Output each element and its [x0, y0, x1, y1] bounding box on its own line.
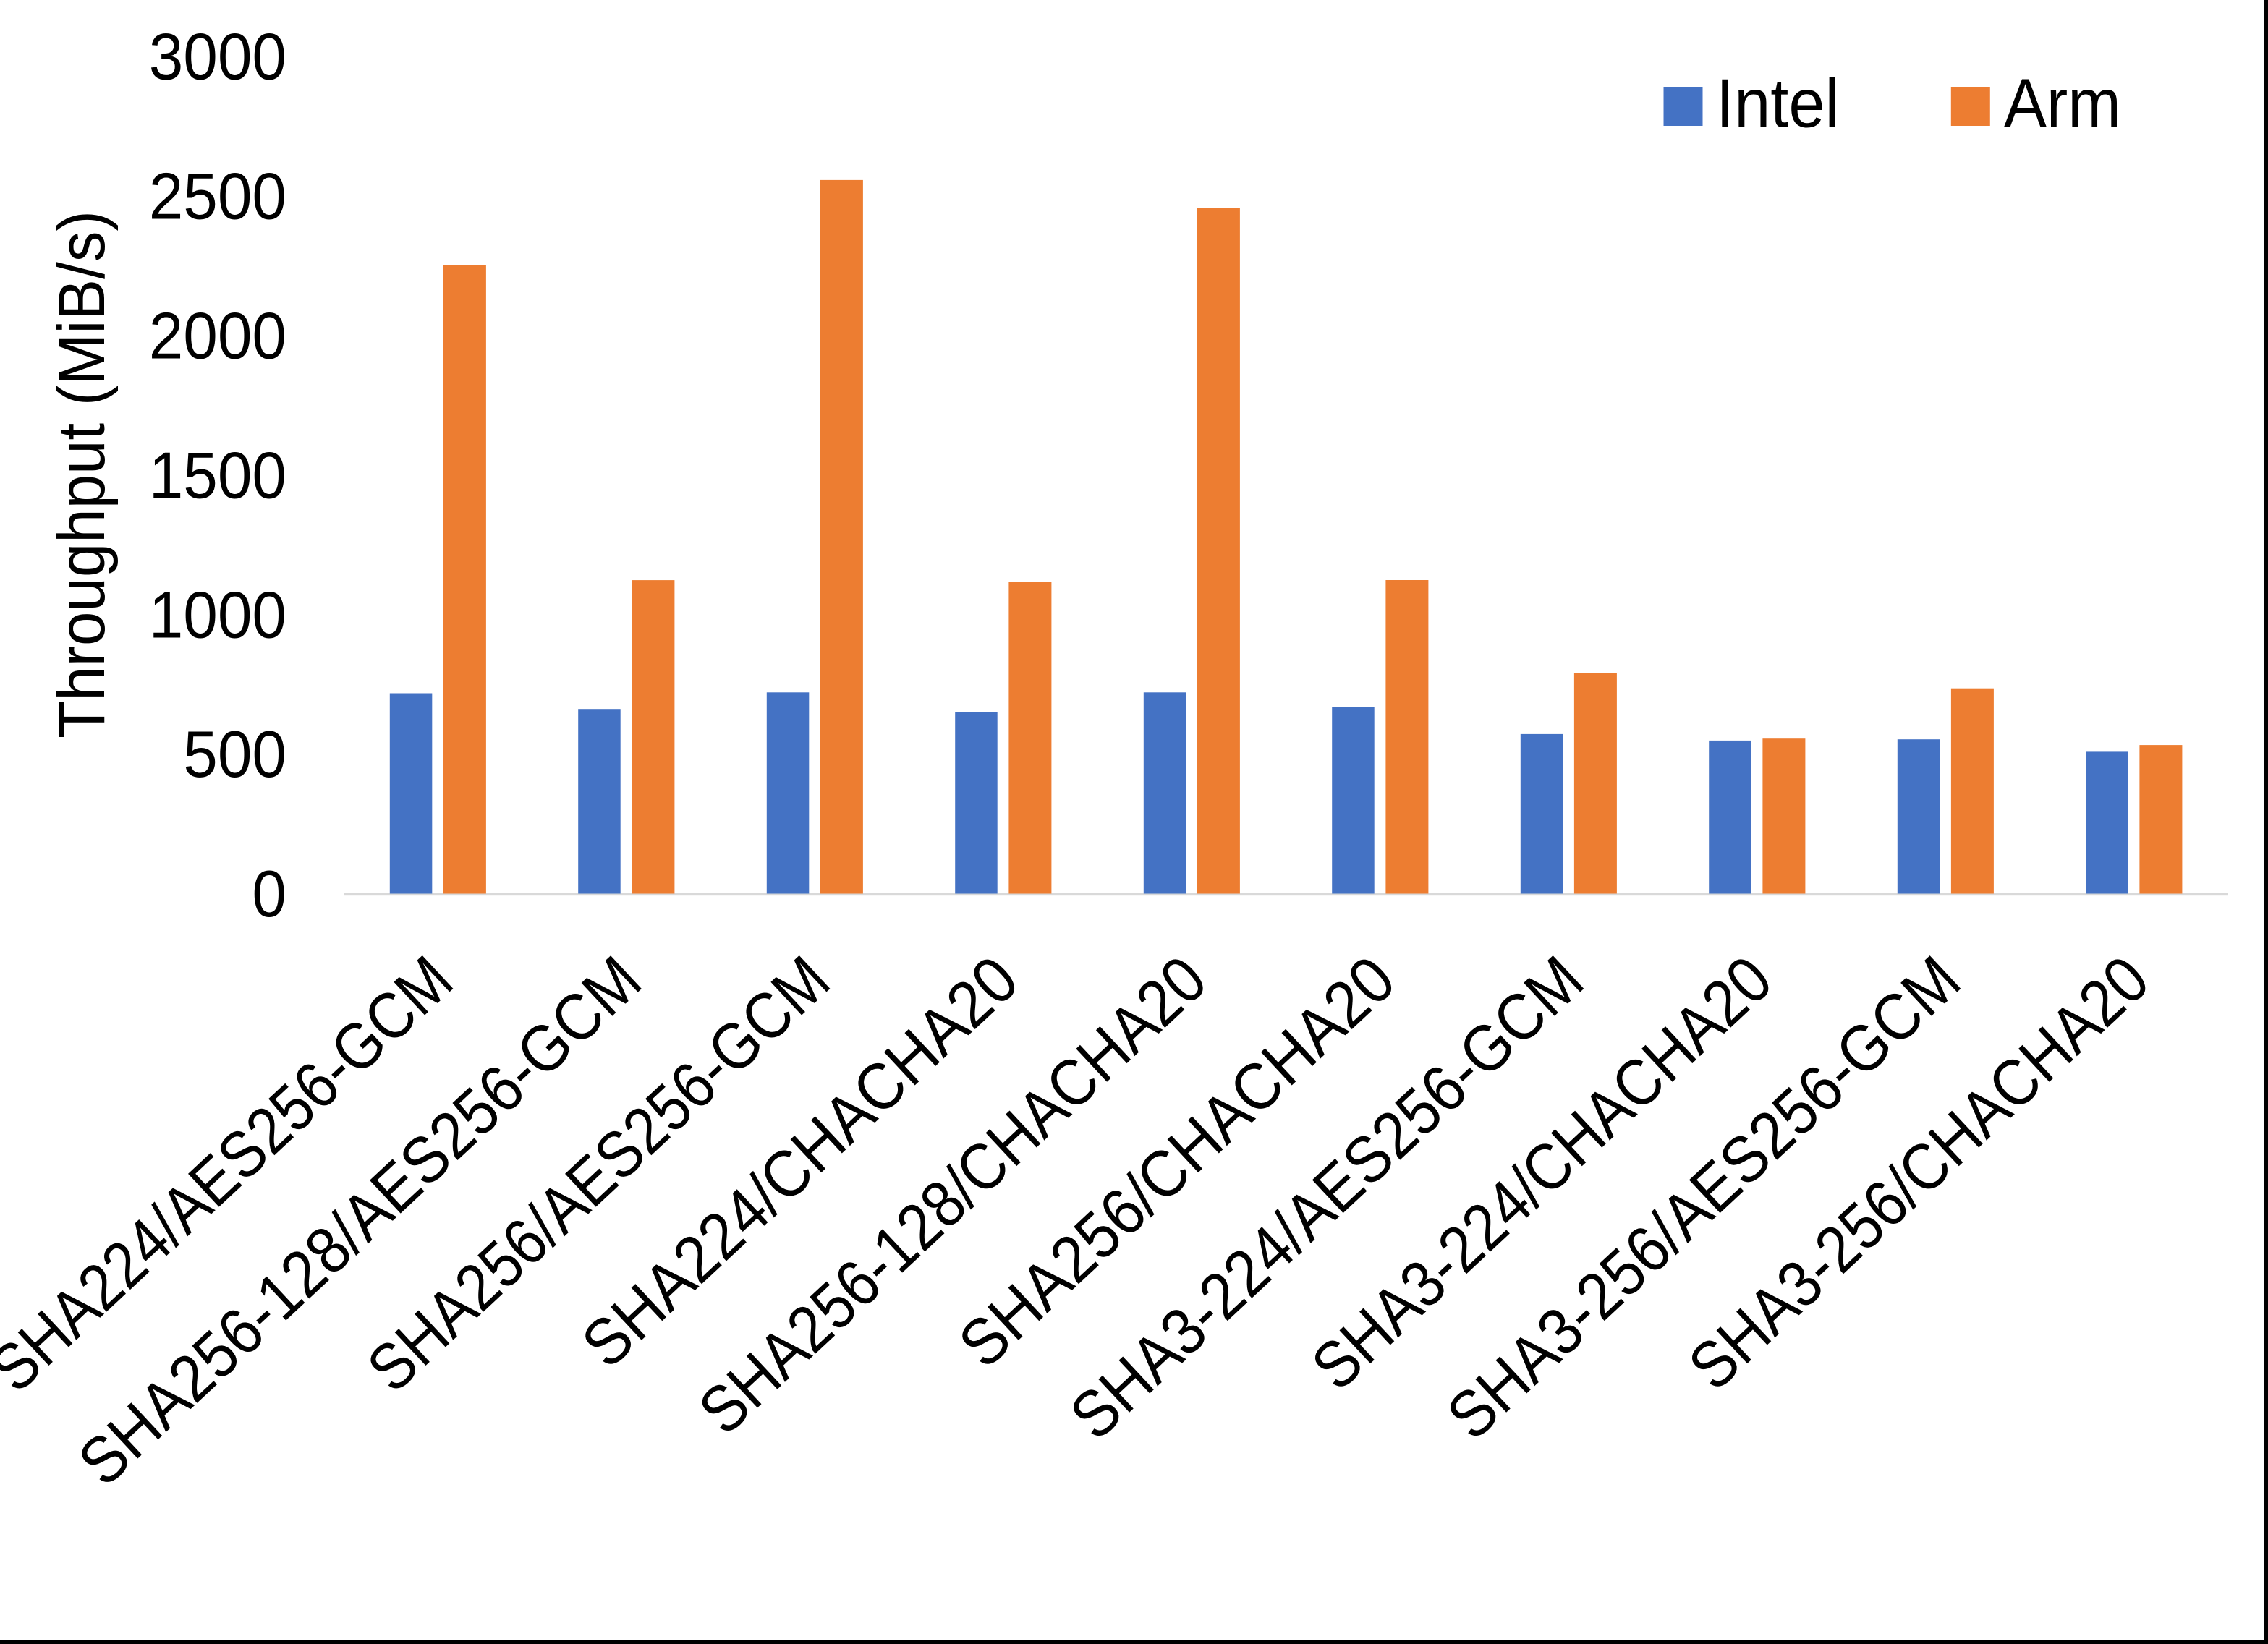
svg-text:Throughput (MiB/s): Throughput (MiB/s): [44, 210, 118, 738]
svg-text:2000: 2000: [149, 299, 286, 372]
svg-text:1500: 1500: [149, 438, 286, 512]
svg-text:3000: 3000: [149, 20, 286, 93]
svg-text:Arm: Arm: [2004, 64, 2121, 142]
svg-text:2500: 2500: [149, 159, 286, 233]
svg-text:0: 0: [252, 857, 286, 931]
svg-text:Intel: Intel: [1716, 64, 1840, 142]
svg-text:1000: 1000: [149, 578, 286, 652]
svg-text:500: 500: [183, 717, 286, 791]
